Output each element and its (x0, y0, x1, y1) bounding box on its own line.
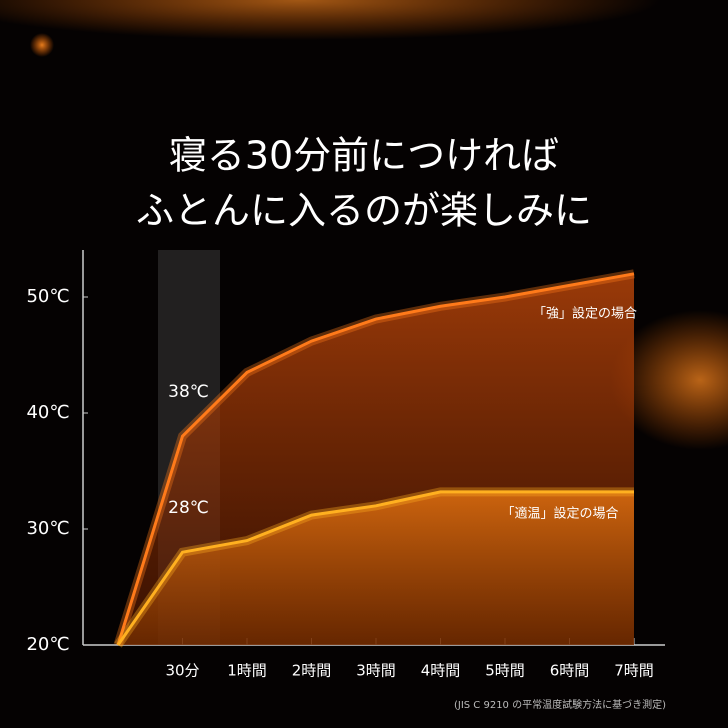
title: 寝る30分前につければ (169, 134, 559, 178)
x-tick-label: 30分 (165, 662, 199, 680)
x-tick-label: 6時間 (550, 662, 590, 680)
glow (30, 33, 54, 57)
y-tick-label: 20℃ (26, 634, 69, 655)
data-label: 28℃ (168, 498, 209, 518)
y-tick-label: 40℃ (26, 402, 69, 423)
data-label: 38℃ (168, 382, 209, 402)
line (116, 490, 634, 646)
x-tick-label: 3時間 (356, 662, 396, 680)
x-tick-label: 5時間 (485, 662, 525, 680)
y-tick-label: 50℃ (26, 286, 69, 307)
series-label: 「強」設定の場合 (533, 305, 637, 321)
series-label: 「適温」設定の場合 (501, 505, 618, 521)
line (116, 272, 635, 646)
x-tick-label: 2時間 (292, 662, 332, 680)
x-tick-label: 1時間 (227, 662, 267, 680)
footnote: (JIS C 9210 の平常温度試験方法に基づき測定) (454, 698, 666, 711)
glow (0, 0, 660, 40)
area (118, 491, 634, 645)
x-tick-label: 4時間 (421, 662, 461, 680)
y-tick-label: 30℃ (26, 518, 69, 539)
glow (610, 310, 728, 450)
subtitle: ふとんに入るのが楽しみに (136, 189, 592, 233)
x-tick-label: 7時間 (614, 662, 654, 680)
